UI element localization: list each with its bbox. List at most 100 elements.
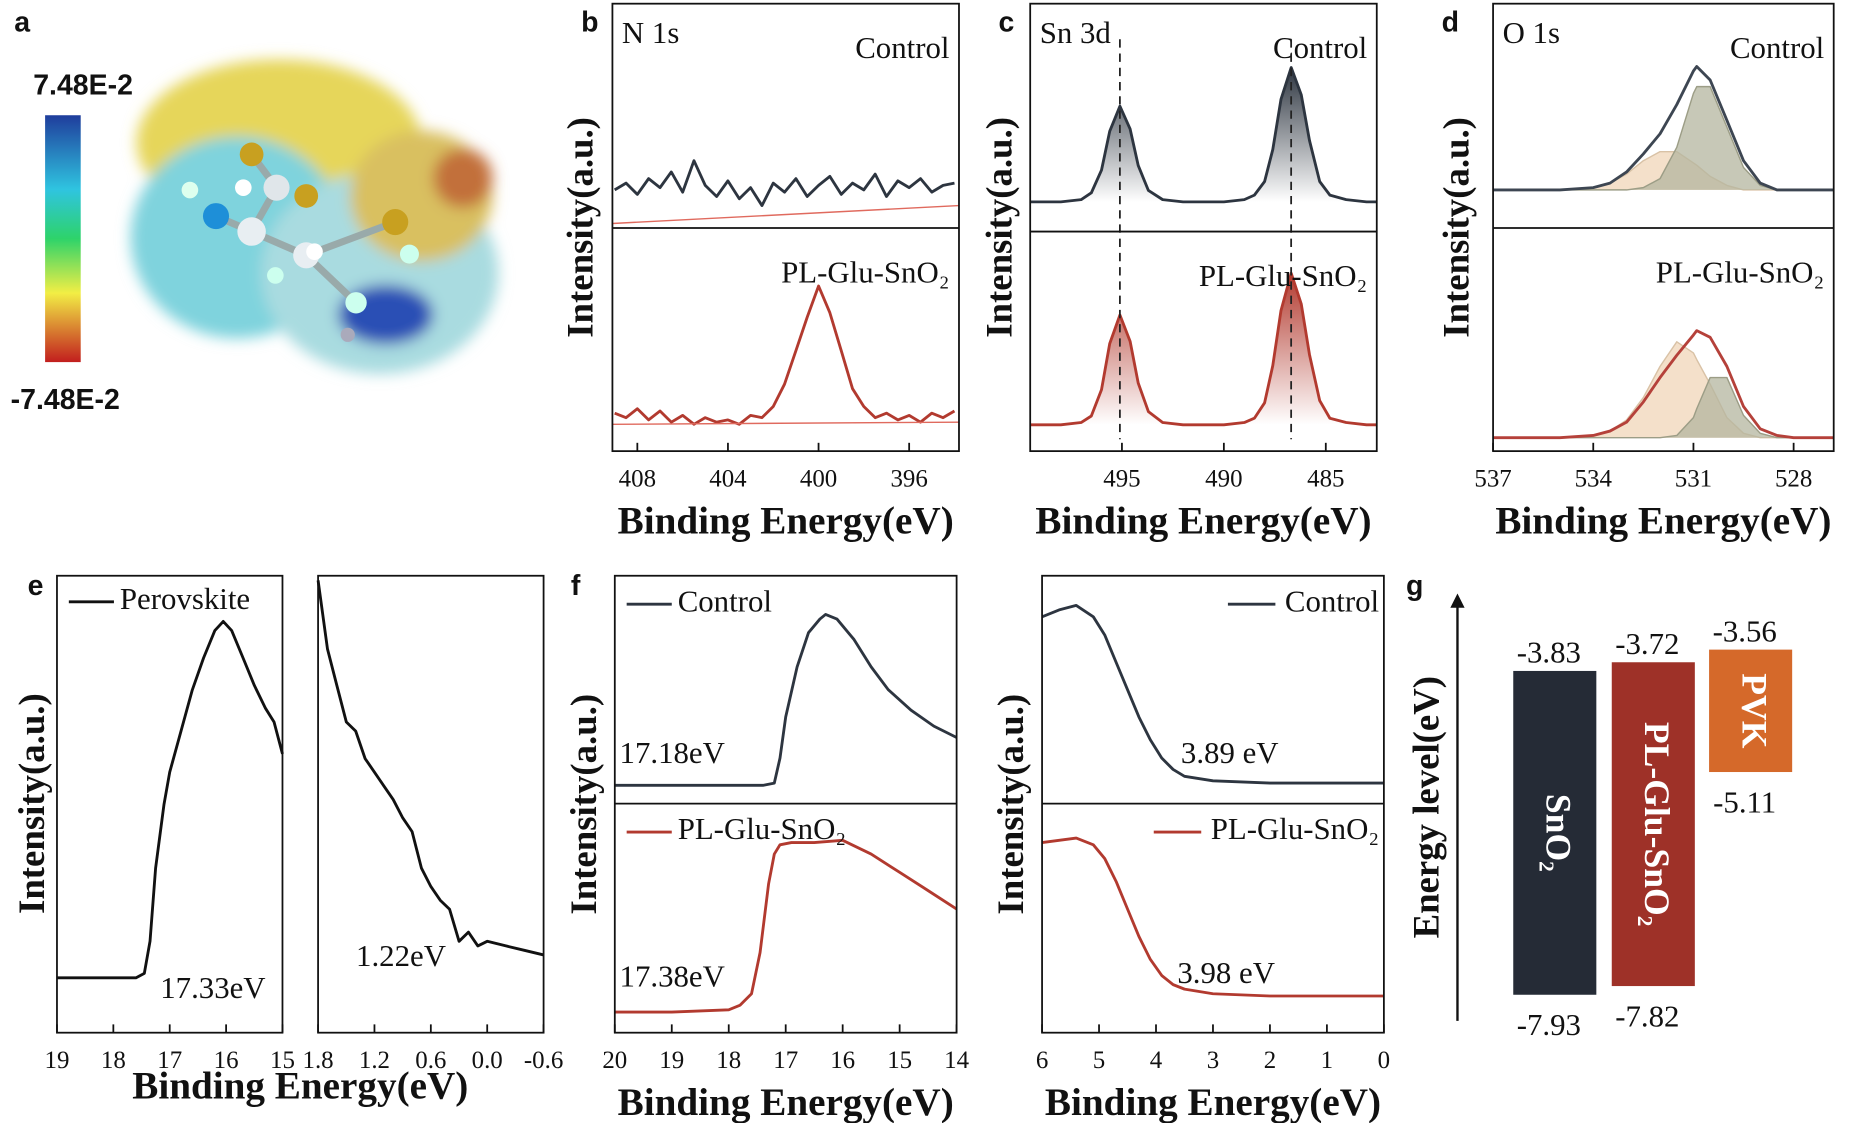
spectrum-line [614, 613, 958, 787]
x-tick-label: 18 [716, 1047, 741, 1074]
peak-area [1493, 341, 1834, 438]
subplot-label: Control [1273, 31, 1367, 65]
subplot-label: Control [1730, 31, 1824, 65]
y-axis-label: Intensity(a.u.) [978, 117, 1019, 338]
x-tick-label: 15 [270, 1047, 295, 1074]
x-tick-label: 1 [1321, 1047, 1333, 1074]
x-tick-label: 534 [1575, 466, 1613, 493]
panel-letter: c [999, 6, 1015, 38]
x-tick-label: 16 [214, 1047, 239, 1074]
spectrum-line [1041, 836, 1384, 998]
homo-label: -7.82 [1615, 999, 1679, 1033]
x-axis-label: Binding Energy(eV) [1045, 1081, 1381, 1123]
plot-frame [1029, 2, 1378, 453]
x-tick-label: 20 [602, 1047, 627, 1074]
x-tick-label: 5 [1093, 1047, 1105, 1074]
energy-bar [1611, 662, 1695, 987]
x-tick-label: 1.2 [359, 1047, 390, 1074]
legend-label: Control [678, 584, 772, 618]
x-tick-label: 18 [101, 1047, 126, 1074]
lumo-label: -3.83 [1517, 636, 1581, 670]
y-axis-label: Intensity(a.u.) [563, 694, 604, 915]
x-tick-label: 396 [890, 466, 927, 493]
peak-area [1493, 151, 1834, 190]
bar-name: PVK [1734, 673, 1774, 748]
subplot-label: Control [855, 31, 949, 65]
spectrum-line [614, 284, 956, 426]
annotation: 1.22eV [356, 939, 446, 973]
panel-letter: f [571, 570, 581, 602]
panel-letter: g [1406, 570, 1423, 602]
spectrum-line [1493, 329, 1834, 440]
x-tick-label: 490 [1205, 466, 1242, 493]
panel-letter: a [14, 6, 31, 38]
subplot-label: PL-Glu-SnO₂ [1656, 256, 1824, 290]
x-tick-label: 15 [887, 1047, 912, 1074]
x-tick-label: 0.0 [472, 1047, 503, 1074]
legend-label: PL-Glu-SnO₂ [678, 812, 846, 846]
spectrum-line [1493, 376, 1834, 439]
x-axis-label: Binding Energy(eV) [1035, 500, 1371, 543]
peak-area [1030, 273, 1377, 425]
annotation: 17.33eV [160, 971, 265, 1005]
peak-area [1493, 377, 1834, 438]
annotation: 3.89 eV [1181, 736, 1279, 770]
x-tick-label: 495 [1103, 466, 1140, 493]
y-axis-label: Intensity(a.u.) [1435, 117, 1476, 338]
x-axis-label: Binding Energy(eV) [1495, 500, 1831, 543]
legend-label: PL-Glu-SnO₂ [1211, 812, 1379, 846]
y-axis-label: Intensity(a.u.) [559, 117, 600, 338]
energy-bar [1709, 649, 1793, 773]
x-tick-label: -0.6 [524, 1047, 563, 1074]
x-tick-label: 4 [1150, 1047, 1163, 1074]
annotation: 3.98 eV [1177, 956, 1275, 990]
legend-label: Perovskite [120, 582, 250, 616]
spectrum-line [1493, 65, 1834, 192]
x-tick-label: 19 [659, 1047, 684, 1074]
subplot-label: PL-Glu-SnO₂ [781, 256, 949, 290]
x-tick-label: 485 [1307, 466, 1344, 493]
y-axis-label: Energy level(eV) [1406, 676, 1447, 938]
spectrum-line [614, 838, 958, 1014]
spectrum-line [316, 580, 544, 957]
x-tick-label: 528 [1775, 466, 1812, 493]
x-tick-label: 19 [45, 1047, 70, 1074]
molecule-render [130, 59, 499, 374]
spectrum-line [1030, 66, 1377, 204]
annotation: 17.38eV [620, 959, 725, 993]
bar-name: PL-Glu-SnO₂ [1637, 722, 1677, 927]
x-tick-label: 6 [1036, 1047, 1048, 1074]
colorbar-min: -7.48E-2 [11, 384, 120, 416]
subplot-label: PL-Glu-SnO₂ [1199, 259, 1367, 293]
peak-area [1030, 67, 1377, 202]
x-tick-label: 404 [709, 466, 747, 493]
homo-label: -5.11 [1713, 785, 1776, 819]
panel-title: O 1s [1503, 16, 1560, 50]
colorbar [45, 115, 81, 363]
annotation: 17.18eV [620, 736, 725, 770]
spectrum-line [613, 159, 955, 207]
y-axis-label: Intensity(a.u.) [990, 694, 1031, 915]
spectrum-line [56, 620, 284, 980]
bar-name: SnO₂ [1539, 794, 1579, 872]
panel-letter: b [581, 6, 598, 38]
energy-bar [1513, 670, 1597, 995]
x-tick-label: 2 [1264, 1047, 1276, 1074]
y-axis-label: Intensity(a.u.) [11, 693, 52, 914]
x-tick-label: 531 [1675, 466, 1712, 493]
homo-label: -7.93 [1517, 1008, 1581, 1042]
panel-title: N 1s [622, 16, 679, 50]
panel-letter: d [1442, 6, 1459, 38]
lumo-label: -3.72 [1615, 627, 1679, 661]
x-tick-label: 17 [157, 1047, 182, 1074]
x-tick-label: 408 [619, 466, 656, 493]
x-axis-label: Binding Energy(eV) [618, 500, 954, 543]
lumo-label: -3.56 [1713, 614, 1777, 648]
arrow-head [1450, 593, 1465, 608]
x-tick-label: 400 [800, 466, 837, 493]
legend-label: Control [1285, 584, 1379, 618]
panel-title: Sn 3d [1040, 16, 1112, 50]
